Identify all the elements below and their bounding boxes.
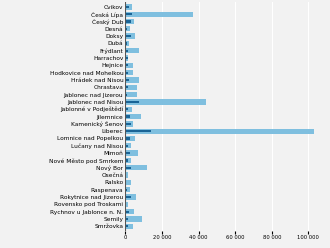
Bar	[125, 57, 128, 59]
Bar	[125, 211, 129, 213]
Bar	[125, 218, 128, 220]
Bar	[125, 128, 314, 134]
Bar	[125, 194, 136, 200]
Bar	[125, 202, 128, 207]
Bar	[125, 172, 128, 178]
Bar	[125, 174, 126, 176]
Bar	[125, 70, 133, 75]
Bar	[125, 196, 131, 198]
Bar	[125, 158, 131, 163]
Bar	[125, 48, 139, 53]
Bar	[125, 79, 129, 81]
Bar	[125, 41, 128, 46]
Bar	[125, 42, 127, 45]
Bar	[125, 4, 132, 9]
Bar	[125, 35, 131, 37]
Bar	[125, 55, 128, 61]
Bar	[125, 50, 128, 52]
Bar	[125, 99, 206, 105]
Bar	[125, 116, 130, 118]
Bar	[125, 12, 193, 17]
Bar	[125, 159, 128, 161]
Bar	[125, 137, 130, 140]
Bar	[125, 187, 130, 192]
Bar	[125, 6, 129, 8]
Bar	[125, 188, 127, 191]
Bar	[125, 63, 133, 68]
Bar	[125, 77, 139, 83]
Bar	[125, 33, 135, 39]
Bar	[125, 165, 147, 170]
Bar	[125, 224, 133, 229]
Bar	[125, 123, 131, 125]
Bar	[125, 121, 133, 126]
Bar	[125, 167, 131, 169]
Bar	[125, 93, 127, 96]
Bar	[125, 181, 126, 184]
Bar	[125, 225, 128, 227]
Bar	[125, 20, 131, 23]
Bar	[125, 19, 134, 24]
Bar	[125, 108, 128, 110]
Bar	[125, 92, 137, 97]
Bar	[125, 136, 136, 141]
Bar	[125, 203, 126, 205]
Bar	[125, 209, 134, 214]
Bar	[125, 151, 138, 156]
Bar	[125, 180, 131, 185]
Bar	[125, 26, 130, 31]
Bar	[125, 86, 128, 89]
Bar	[125, 72, 128, 74]
Bar	[125, 216, 142, 221]
Bar	[125, 85, 137, 90]
Bar	[125, 107, 132, 112]
Bar	[125, 152, 130, 154]
Bar	[125, 101, 139, 103]
Bar	[125, 130, 151, 132]
Bar	[125, 145, 128, 147]
Bar	[125, 64, 128, 66]
Bar	[125, 13, 132, 15]
Bar	[125, 28, 127, 30]
Bar	[125, 143, 131, 149]
Bar	[125, 114, 141, 119]
